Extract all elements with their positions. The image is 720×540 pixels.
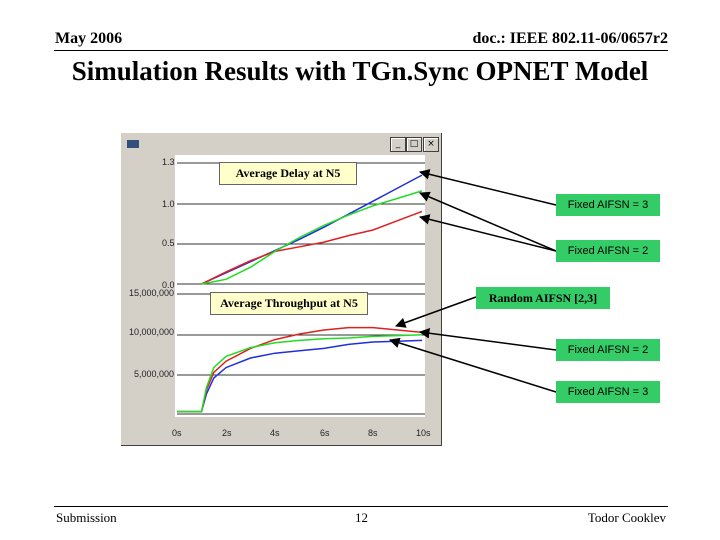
x-tick-3: 6s bbox=[320, 428, 330, 438]
throughput-series-2 bbox=[177, 334, 423, 413]
x-tick-2: 4s bbox=[270, 428, 280, 438]
label-fixed2-bottom: Fixed AIFSN = 2 bbox=[556, 339, 660, 361]
delay-y-tick-1: 1.0 bbox=[162, 199, 175, 209]
tp-y-tick-2: 5,000,000 bbox=[133, 369, 174, 379]
header-doc: doc.: IEEE 802.11-06/0657r2 bbox=[472, 30, 668, 47]
header-rule bbox=[54, 50, 668, 51]
delay-y-tick-2: 0.5 bbox=[162, 238, 175, 248]
footer-page-number: 12 bbox=[355, 510, 368, 525]
delay-series-2 bbox=[201, 190, 423, 285]
maximize-button[interactable]: □ bbox=[406, 137, 422, 152]
callout-arrow-5 bbox=[388, 337, 557, 393]
throughput-chart-title: Average Throughput at N5 bbox=[210, 292, 368, 315]
window-titlebar[interactable]: _ □ × bbox=[123, 135, 439, 155]
delay-series-1 bbox=[201, 210, 423, 285]
label-random: Random AIFSN [2,3] bbox=[476, 287, 610, 309]
delay-chart-title: Average Delay at N5 bbox=[219, 162, 357, 185]
delay-series-0 bbox=[201, 174, 423, 285]
callout-arrow-2 bbox=[418, 214, 557, 252]
x-tick-0: 0s bbox=[172, 428, 182, 438]
callout-arrow-3 bbox=[395, 296, 477, 328]
callout-arrow-0 bbox=[418, 169, 557, 206]
minimize-button[interactable]: _ bbox=[390, 137, 406, 152]
tp-y-tick-1: 10,000,000 bbox=[128, 327, 174, 337]
close-button[interactable]: × bbox=[423, 137, 439, 152]
plot-area bbox=[175, 155, 425, 417]
label-fixed3-top: Fixed AIFSN = 3 bbox=[556, 194, 660, 216]
footer-rule bbox=[54, 506, 668, 507]
callout-arrow-1 bbox=[419, 191, 557, 252]
tp-y-tick-0: 15,000,000 bbox=[128, 288, 174, 298]
callout-arrow-4 bbox=[418, 328, 557, 351]
header-date: May 2006 bbox=[55, 30, 123, 47]
x-tick-5: 10s bbox=[416, 428, 431, 438]
app-icon bbox=[127, 140, 139, 148]
page-title: Simulation Results with TGn.Sync OPNET M… bbox=[71, 56, 649, 86]
delay-y-tick-0: 1.3 bbox=[162, 157, 175, 167]
throughput-series-0 bbox=[177, 339, 423, 413]
footer-author: Todor Cooklev bbox=[587, 510, 666, 525]
label-fixed2-top: Fixed AIFSN = 2 bbox=[556, 240, 660, 262]
delay-y-tick-3: 0.0 bbox=[162, 280, 175, 290]
x-tick-1: 2s bbox=[222, 428, 232, 438]
footer-submission: Submission bbox=[56, 510, 117, 525]
x-tick-4: 8s bbox=[368, 428, 378, 438]
label-fixed3-bottom: Fixed AIFSN = 3 bbox=[556, 381, 660, 403]
